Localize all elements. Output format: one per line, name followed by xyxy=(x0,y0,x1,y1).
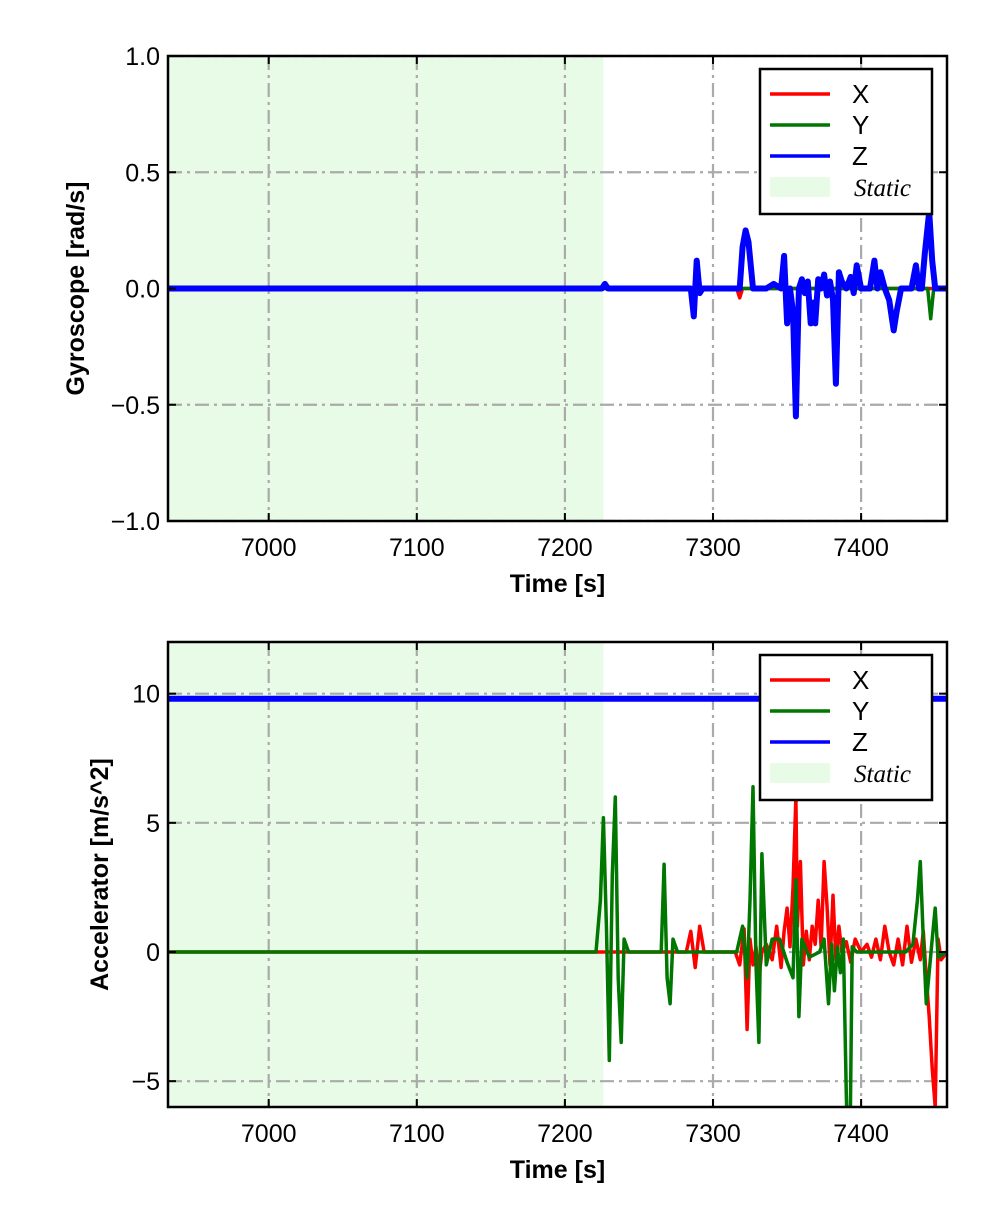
legend-label-z: Z xyxy=(852,727,868,757)
x-axis-label: Time [s] xyxy=(510,570,605,598)
ticks: 7000 7100 7200 7300 7400 −5 0 5 10 xyxy=(131,642,947,1148)
accelerometer-chart: 7000 7100 7200 7300 7400 −5 0 5 10 Time [s] Acce… xyxy=(86,640,949,1184)
gyroscope-chart: 7000 7100 7200 7300 7400 −1.0 −0.5 0.0 0.5 1.0 Ti… xyxy=(62,43,949,598)
y-tick-label: 0 xyxy=(146,939,160,967)
legend-label-static: Static xyxy=(854,175,911,202)
y-tick-label: 0.5 xyxy=(125,159,160,187)
plot-lines xyxy=(168,208,947,420)
legend-label-x: X xyxy=(852,665,869,695)
x-tick-label: 7000 xyxy=(241,534,297,562)
x-tick-label: 7400 xyxy=(833,1120,889,1148)
ticks: 7000 7100 7200 7300 7400 −1.0 −0.5 0.0 0.5 1.0 xyxy=(111,43,947,562)
y-axis-label: Gyroscope [rad/s] xyxy=(62,182,90,396)
y-tick-label: −0.5 xyxy=(111,392,160,420)
y-tick-label: 0.0 xyxy=(125,276,160,304)
y-tick-label: −1.0 xyxy=(111,508,160,536)
series-line-z xyxy=(168,208,947,420)
legend-label-z: Z xyxy=(852,141,868,171)
legend-label-x: X xyxy=(852,79,869,109)
y-tick-label: 10 xyxy=(132,681,160,709)
legend-static-swatch xyxy=(770,177,830,197)
x-tick-label: 7100 xyxy=(389,1120,445,1148)
x-tick-label: 7200 xyxy=(537,534,593,562)
x-tick-label: 7400 xyxy=(833,534,889,562)
plot-frame xyxy=(166,640,949,1109)
y-tick-label: 5 xyxy=(146,810,160,838)
legend: X Y Z Static xyxy=(758,67,934,216)
x-tick-label: 7300 xyxy=(685,534,741,562)
x-tick-label: 7100 xyxy=(389,534,445,562)
x-tick-label: 7200 xyxy=(537,1120,593,1148)
x-tick-label: 7000 xyxy=(241,1120,297,1148)
legend-static-swatch xyxy=(770,763,830,783)
legend: X Y Z Static xyxy=(758,653,934,802)
legend-label-y: Y xyxy=(852,696,869,726)
y-tick-label: −5 xyxy=(131,1068,160,1096)
y-axis-label: Accelerator [m/s^2] xyxy=(86,758,114,991)
x-tick-label: 7300 xyxy=(685,1120,741,1148)
x-axis-label: Time [s] xyxy=(510,1156,605,1184)
y-tick-label: 1.0 xyxy=(125,43,160,71)
static-region xyxy=(168,642,604,1107)
series-line-y xyxy=(168,784,947,1107)
legend-label-static: Static xyxy=(854,761,911,788)
legend-label-y: Y xyxy=(852,110,869,140)
